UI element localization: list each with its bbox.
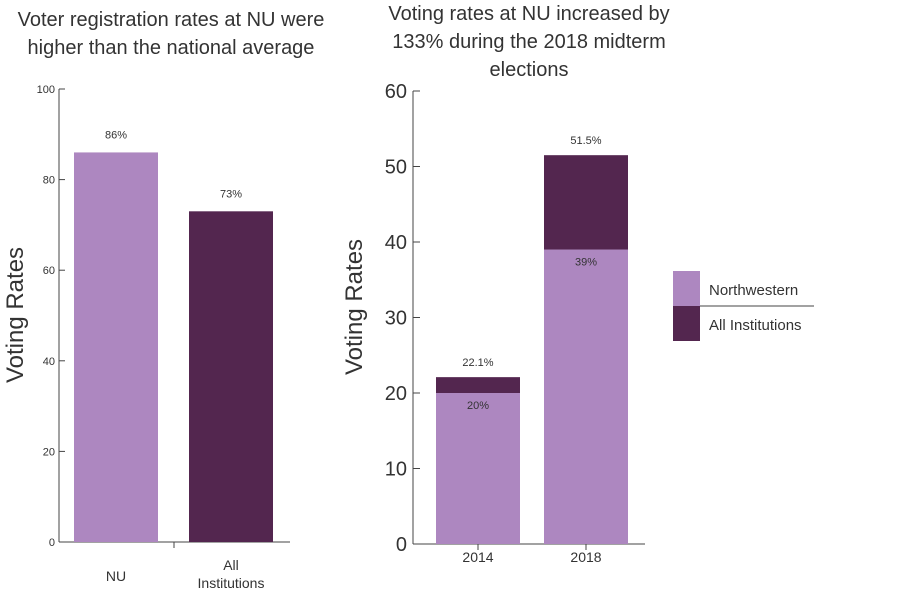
chart2-category-label: 2018	[570, 549, 601, 565]
legend-label: All Institutions	[709, 317, 802, 334]
chart1-y-tick-label: 100	[37, 84, 55, 96]
chart2-y-tick-label: 50	[385, 157, 407, 179]
chart2-y-tick-label: 30	[385, 308, 407, 330]
chart1-value-label: 86%	[105, 129, 127, 141]
chart2-value-label-northwestern: 20%	[467, 400, 489, 412]
chart2-bar-northwestern	[544, 249, 628, 545]
chart2-y-tick-label: 0	[396, 534, 407, 556]
chart2-title-line: 133% during the 2018 midterm	[392, 31, 666, 53]
chart2-y-axis-label: Voting Rates	[341, 239, 368, 375]
chart1-y-tick-label: 20	[43, 446, 55, 458]
chart1-category-label: All	[223, 557, 239, 573]
legend-label: Northwestern	[709, 282, 798, 299]
chart2-bar-all-institutions	[436, 377, 520, 393]
chart2-y-tick-label: 10	[385, 459, 407, 481]
chart1-y-tick-label: 40	[43, 356, 55, 368]
chart2-y-tick-label: 20	[385, 383, 407, 405]
chart2-title-line: elections	[490, 59, 569, 81]
chart2-title-line: Voting rates at NU increased by	[388, 3, 669, 25]
chart1-bar	[74, 152, 158, 543]
chart1-title-line: Voter registration rates at NU were	[18, 9, 325, 31]
chart2-category-label: 2014	[462, 549, 493, 565]
chart1-y-tick-label: 0	[49, 537, 55, 549]
chart2-y-tick-label: 40	[385, 232, 407, 254]
chart2-value-label-all-institutions: 22.1%	[462, 357, 493, 369]
legend: Northwestern All Institutions	[673, 271, 814, 341]
chart1-y-axis-label: Voting Rates	[2, 247, 29, 383]
legend-swatch	[673, 271, 700, 306]
chart2-bar-northwestern	[436, 393, 520, 544]
voting-rates-chart: Voting rates at NU increased by 133% duri…	[341, 3, 670, 565]
registration-chart: Voter registration rates at NU were highe…	[2, 9, 324, 591]
chart1-value-label: 73%	[220, 188, 242, 200]
chart2-value-label-all-institutions: 51.5%	[570, 135, 601, 147]
chart2-value-label-northwestern: 39%	[575, 257, 597, 269]
chart1-category-label: NU	[106, 568, 126, 584]
chart1-category-label: Institutions	[198, 575, 265, 591]
chart1-y-tick-label: 60	[43, 265, 55, 277]
legend-swatch	[673, 306, 700, 341]
chart1-y-tick-label: 80	[43, 175, 55, 187]
chart1-bar	[189, 211, 273, 542]
chart1-title-line: higher than the national average	[28, 37, 315, 59]
chart2-y-tick-label: 60	[385, 81, 407, 103]
chart2-bar-all-institutions	[544, 155, 628, 250]
